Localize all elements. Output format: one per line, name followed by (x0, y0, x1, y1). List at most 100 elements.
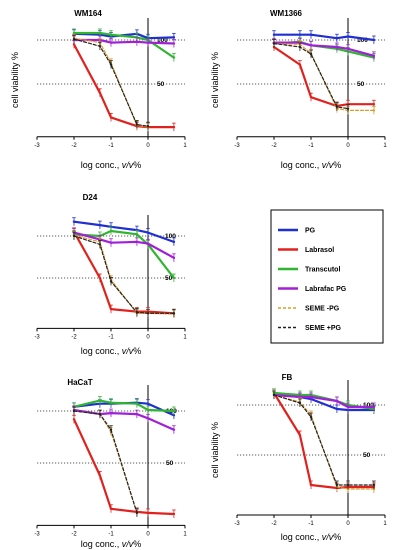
series-line-seme-pg-2 (73, 235, 175, 314)
x-tick-label: -1 (108, 143, 114, 149)
data-point (298, 433, 302, 437)
x-tick-label: -1 (308, 521, 314, 527)
x-tick-label: -1 (308, 143, 314, 149)
x-tick-label: 0 (146, 531, 150, 537)
series-line-seme-pg-1 (273, 42, 349, 110)
data-point (346, 47, 350, 50)
panel-title: D24 (83, 193, 98, 202)
series-line-pg-1 (272, 33, 375, 42)
data-point (172, 409, 176, 413)
data-point (109, 307, 113, 311)
series-line-pg-2 (72, 220, 175, 243)
series-line-seme-pg-3 (73, 410, 138, 514)
data-point (146, 417, 150, 420)
data-point (98, 276, 102, 280)
legend: PG Labrasol Transcutol Labrafac PG SEME -PG S… (270, 209, 384, 344)
series-line-labrafac-pg-1 (272, 41, 375, 57)
x-tick-label: -2 (71, 334, 77, 340)
data-point (309, 483, 313, 487)
panel-title: FB (282, 373, 293, 382)
data-point (372, 109, 376, 112)
y-axis-label: cell viability % (210, 52, 220, 108)
x-tick-label: -1 (108, 531, 114, 537)
data-point (146, 125, 150, 128)
panel-title: HaCaT (67, 378, 92, 387)
data-point (109, 241, 113, 244)
data-point (172, 36, 176, 39)
data-point (98, 31, 102, 35)
x-tick-label: 1 (183, 334, 187, 340)
legend-label-seme-pg-5: SEME +PG (305, 325, 342, 332)
data-point (298, 395, 302, 399)
panel-wm1366-1: -3 -2 -1 0 1 100 50 WM1366 log conc., v/v% cell v… (210, 9, 387, 170)
data-point (109, 33, 113, 36)
data-point (309, 415, 313, 419)
panel-wm164-0: -3 -2 -1 0 1 100 50 WM164 log conc., v/v% cell vi… (10, 9, 187, 170)
x-tick-label: -1 (108, 334, 114, 340)
legend-label-seme-pg-4: SEME -PG (305, 306, 340, 313)
data-point (172, 42, 176, 45)
data-point (335, 105, 339, 109)
data-point (335, 399, 339, 403)
series-line-labrasol-0 (72, 43, 175, 129)
x-tick-label: 0 (346, 143, 350, 149)
series-line-seme-pg-4 (273, 394, 375, 486)
data-point (109, 507, 113, 510)
data-point (172, 312, 176, 315)
x-axis-label: log conc., v/v% (281, 160, 342, 170)
data-point (335, 483, 339, 487)
data-point (135, 240, 139, 244)
x-tick-label: 1 (383, 521, 387, 527)
data-point (98, 399, 102, 402)
data-point (109, 401, 113, 404)
data-point (172, 256, 176, 260)
data-point (72, 409, 76, 413)
data-point (272, 33, 276, 36)
data-point (135, 402, 139, 405)
x-tick-label: -2 (71, 531, 77, 537)
data-point (172, 125, 176, 129)
x-tick-label: 1 (183, 531, 187, 537)
ref-label-100: 100 (165, 233, 176, 240)
legend-label-labrasol-1: Labrasol (305, 247, 334, 254)
data-point (172, 276, 176, 280)
data-point (298, 45, 302, 49)
data-point (109, 63, 113, 66)
data-point (372, 103, 376, 106)
series-line-transcutol-2 (72, 229, 175, 280)
series-line-labrasol-4 (272, 391, 375, 490)
x-tick-label: -2 (271, 521, 277, 527)
data-point (109, 116, 113, 119)
x-tick-label: 0 (146, 143, 150, 149)
data-point (72, 234, 76, 238)
data-point (135, 311, 139, 314)
data-point (146, 408, 150, 412)
series-line-labrasol-2 (72, 230, 175, 315)
data-point (109, 41, 113, 44)
data-point (272, 42, 276, 45)
series-line-seme-pg-3 (73, 410, 138, 514)
data-point (109, 428, 113, 431)
data-point (309, 33, 313, 36)
x-tick-label: 0 (346, 521, 350, 527)
panel-d24-2: -3 -2 -1 0 1 100 50 D24 log conc., v/v% (34, 193, 187, 356)
data-point (146, 231, 150, 234)
series-line-seme-pg-2 (73, 234, 175, 315)
legend-label-transcutol-2: Transcutol (305, 267, 340, 274)
data-point (135, 123, 139, 126)
y-axis-label: cell viability % (210, 422, 220, 478)
x-tick-label: 1 (183, 143, 187, 149)
data-point (372, 483, 376, 487)
x-tick-label: -3 (34, 334, 40, 340)
data-point (172, 413, 176, 417)
x-tick-label: 0 (146, 334, 150, 340)
data-point (98, 412, 102, 416)
legend-label-labrafac-pg-3: Labrafac PG (305, 286, 347, 293)
data-point (135, 40, 139, 43)
data-point (135, 233, 139, 236)
data-point (98, 474, 102, 477)
data-point (146, 402, 150, 405)
ref-label-50: 50 (357, 81, 365, 88)
data-point (309, 395, 313, 399)
